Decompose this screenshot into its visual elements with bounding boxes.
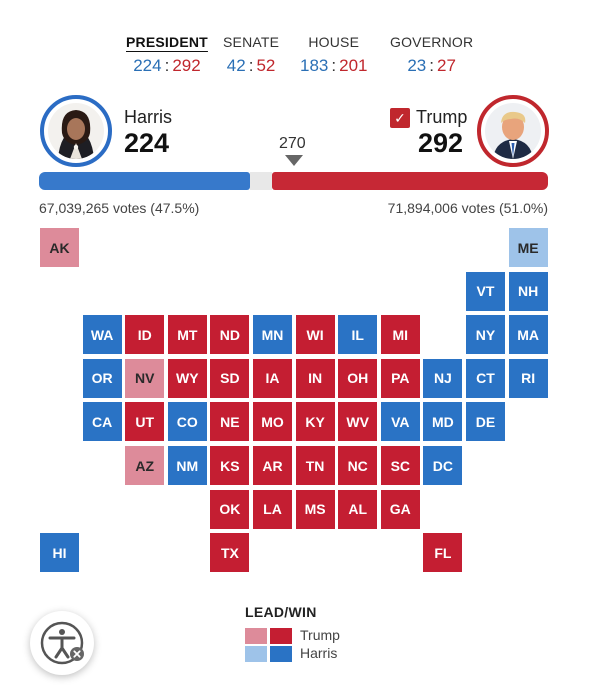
state-tile-nm[interactable]: NM	[167, 446, 207, 485]
state-tile-ut[interactable]: UT	[125, 402, 165, 442]
state-tile-hi[interactable]: HI	[40, 533, 79, 573]
state-tile-la[interactable]: LA	[253, 489, 292, 529]
state-tile-ma[interactable]: MA	[508, 315, 548, 355]
legend-swatch-dem-lead	[245, 646, 267, 662]
tab-house[interactable]: HOUSE 183:201	[300, 34, 367, 76]
state-tile-al[interactable]: AL	[338, 489, 378, 529]
rep-count: 52	[256, 56, 276, 75]
state-tile-wv[interactable]: WV	[338, 402, 378, 442]
tab-label: GOVERNOR	[390, 34, 474, 50]
legend-swatch-rep-lead	[245, 628, 267, 644]
tab-score: 42:52	[223, 56, 279, 76]
state-tile-mt[interactable]: MT	[167, 315, 207, 355]
state-tile-ar[interactable]: AR	[253, 446, 292, 485]
state-tile-ok[interactable]: OK	[210, 489, 250, 529]
state-tile-mo[interactable]: MO	[253, 402, 292, 442]
tab-score: 183:201	[300, 56, 367, 76]
state-tile-ne[interactable]: NE	[210, 402, 250, 442]
threshold-marker-icon	[285, 155, 303, 166]
accessibility-button[interactable]	[30, 611, 94, 675]
legend-label-trump: Trump	[300, 627, 340, 643]
trump-electoral-votes: 292	[418, 128, 464, 158]
state-tile-co[interactable]: CO	[167, 402, 207, 442]
state-tile-va[interactable]: VA	[380, 402, 420, 442]
accessibility-icon	[40, 621, 84, 665]
state-tile-nh[interactable]: NH	[508, 271, 548, 311]
tab-score: 23:27	[390, 56, 473, 76]
state-tile-ri[interactable]: RI	[508, 358, 548, 398]
state-tile-de[interactable]: DE	[466, 402, 505, 442]
trump-results-bar	[272, 172, 548, 190]
score-separator: :	[248, 56, 254, 75]
state-tile-sc[interactable]: SC	[380, 446, 420, 485]
state-tile-wi[interactable]: WI	[295, 315, 335, 355]
state-tile-wy[interactable]: WY	[167, 358, 207, 398]
state-tile-ks[interactable]: KS	[210, 446, 250, 485]
uncalled-results-bar	[250, 172, 272, 190]
state-tile-az[interactable]: AZ	[125, 446, 165, 485]
state-tile-vt[interactable]: VT	[466, 271, 505, 311]
state-tile-in[interactable]: IN	[295, 358, 335, 398]
state-tile-ak[interactable]: AK	[40, 228, 79, 267]
rep-count: 27	[437, 56, 456, 75]
dem-count: 42	[226, 56, 246, 75]
state-tile-or[interactable]: OR	[82, 358, 122, 398]
state-tile-wa[interactable]: WA	[82, 315, 122, 355]
state-tile-md[interactable]: MD	[423, 402, 463, 442]
state-tile-sd[interactable]: SD	[210, 358, 250, 398]
trump-avatar	[477, 95, 549, 167]
tab-label: HOUSE	[308, 34, 360, 50]
state-tile-ca[interactable]: CA	[82, 402, 122, 442]
tab-label: SENATE	[223, 34, 280, 50]
state-tile-pa[interactable]: PA	[380, 358, 420, 398]
state-tile-ky[interactable]: KY	[295, 402, 335, 442]
legend-swatch-rep-win	[270, 628, 292, 644]
state-tile-nj[interactable]: NJ	[423, 358, 463, 398]
harris-electoral-votes: 224	[124, 128, 170, 158]
rep-count: 201	[339, 56, 368, 75]
state-tile-ia[interactable]: IA	[253, 358, 292, 398]
tab-president[interactable]: PRESIDENT 224:292	[126, 34, 208, 76]
state-tile-id[interactable]: ID	[125, 315, 165, 355]
rep-count: 292	[172, 56, 201, 75]
state-tile-nv[interactable]: NV	[125, 358, 165, 398]
harris-results-bar	[39, 172, 250, 190]
dem-count: 183	[300, 56, 329, 75]
score-separator: :	[429, 56, 434, 75]
trump-popular-vote: 71,894,006 votes (51.0%)	[387, 200, 548, 216]
winner-check-icon: ✓	[390, 108, 410, 128]
score-separator: :	[331, 56, 337, 75]
state-tile-nc[interactable]: NC	[338, 446, 378, 485]
harris-name: Harris	[124, 107, 172, 127]
state-tile-tn[interactable]: TN	[295, 446, 335, 485]
trump-name: Trump	[416, 107, 468, 127]
state-tile-nd[interactable]: ND	[210, 315, 250, 355]
state-tile-ga[interactable]: GA	[380, 489, 420, 529]
state-tile-mn[interactable]: MN	[253, 315, 292, 355]
state-tile-ms[interactable]: MS	[295, 489, 335, 529]
tab-label: PRESIDENT	[126, 34, 208, 50]
state-tile-il[interactable]: IL	[338, 315, 378, 355]
state-tile-tx[interactable]: TX	[210, 533, 250, 573]
state-tile-mi[interactable]: MI	[380, 315, 420, 355]
harris-popular-vote: 67,039,265 votes (47.5%)	[39, 200, 200, 216]
dem-count: 224	[133, 56, 162, 75]
legend-swatch-dem-win	[270, 646, 292, 662]
state-tile-me[interactable]: ME	[508, 228, 548, 267]
legend-title: LEAD/WIN	[245, 604, 317, 620]
state-tile-fl[interactable]: FL	[423, 533, 463, 573]
win-threshold-label: 270	[279, 135, 306, 152]
harris-avatar	[40, 95, 112, 167]
tab-senate[interactable]: SENATE 42:52	[223, 34, 279, 76]
dem-count: 23	[407, 56, 427, 75]
state-tile-oh[interactable]: OH	[338, 358, 378, 398]
state-tile-dc[interactable]: DC	[423, 446, 463, 485]
legend-label-harris: Harris	[300, 645, 338, 661]
score-separator: :	[164, 56, 170, 75]
state-tile-ct[interactable]: CT	[466, 358, 505, 398]
state-tile-ny[interactable]: NY	[466, 315, 505, 355]
tab-governor[interactable]: GOVERNOR 23:27	[390, 34, 473, 76]
tab-score: 224:292	[126, 56, 208, 76]
